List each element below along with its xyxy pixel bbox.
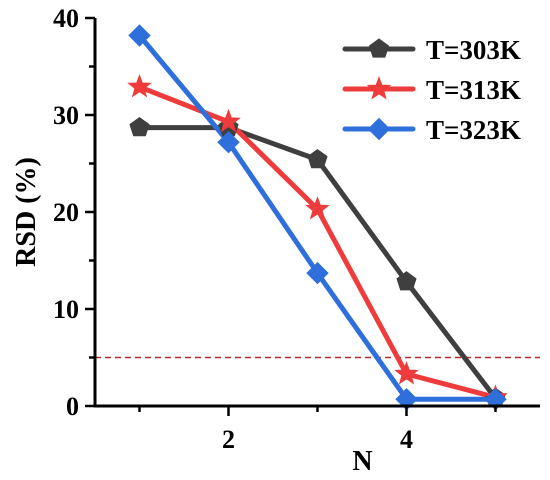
data-point (127, 73, 152, 98)
y-tick-label: 10 (53, 295, 79, 324)
y-tick-label: 20 (53, 198, 79, 227)
legend-label: T=313K (426, 75, 521, 105)
data-point (306, 261, 329, 285)
legend-pentagon-icon (368, 38, 390, 58)
legend-label: T=303K (426, 35, 521, 65)
data-point (129, 116, 150, 137)
y-tick-label: 40 (53, 4, 79, 33)
data-point (396, 271, 417, 291)
y-axis-title: RSD (%) (11, 157, 42, 267)
y-tick-label: 0 (66, 392, 79, 421)
data-point (128, 24, 151, 47)
legend-diamond-icon (367, 117, 391, 141)
data-point (307, 148, 328, 169)
legend-item: T=323K (342, 115, 521, 145)
series-markers-T=323K (128, 24, 507, 411)
legend-item: T=313K (342, 75, 521, 105)
x-tick-label: 4 (400, 425, 413, 454)
data-point (216, 108, 241, 133)
legend-item: T=303K (342, 35, 521, 65)
y-tick-label: 30 (53, 101, 79, 130)
plot-area (95, 24, 540, 411)
legend: T=303K T=313K T=323K (342, 35, 521, 145)
data-point (305, 196, 330, 220)
legend-label: T=323K (426, 115, 521, 145)
data-point (217, 130, 240, 154)
data-point (394, 361, 419, 385)
x-tick-label: 2 (222, 425, 235, 454)
series-markers-T=303K (129, 116, 506, 407)
legend-star-icon (366, 76, 392, 100)
x-axis-title: N (352, 446, 372, 477)
